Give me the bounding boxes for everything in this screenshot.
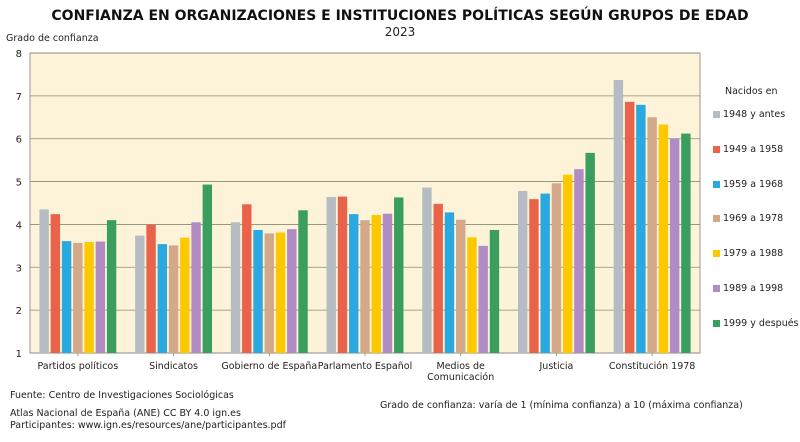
scale-note: Grado de confianza: varía de 1 (mínima c… <box>380 400 743 411</box>
x-tick-label: Comunicación <box>427 372 494 383</box>
legend-label: 1999 y después <box>723 317 799 329</box>
y-tick-label: 5 <box>16 178 22 189</box>
legend-item: 1969 a 1978 <box>713 213 783 224</box>
bar <box>574 169 584 353</box>
bar <box>489 230 500 353</box>
y-tick-label: 6 <box>16 135 22 146</box>
legend-item: 1949 a 1958 <box>713 144 783 155</box>
x-tick-label: Sindicatos <box>149 361 198 372</box>
legend-swatch <box>713 215 720 223</box>
legend-swatch <box>713 285 720 292</box>
bar <box>39 209 49 353</box>
bar <box>253 230 263 353</box>
legend-label: 1969 a 1978 <box>723 213 784 225</box>
bar <box>456 219 466 353</box>
x-tick-label: Partidos políticos <box>38 361 119 372</box>
x-tick-label: Gobierno de España <box>221 361 317 372</box>
bar <box>50 214 61 353</box>
legend-title: Nacidos en <box>725 86 778 97</box>
bar <box>613 80 624 353</box>
y-tick-label: 3 <box>16 263 22 274</box>
legend-swatch <box>713 145 720 153</box>
x-tick-label: Parlamento Español <box>318 361 412 372</box>
bar <box>61 241 72 353</box>
bar <box>95 241 106 353</box>
bar <box>191 222 201 353</box>
bar <box>168 245 179 353</box>
bar <box>624 101 635 353</box>
atlas-note: Atlas Nacional de España (ANE) CC BY 4.0… <box>10 408 241 419</box>
bar <box>562 174 573 353</box>
bar <box>287 229 297 353</box>
bar <box>349 214 359 353</box>
legend-swatch <box>713 319 720 327</box>
legend-item: 1948 y antes <box>713 109 785 120</box>
bar <box>230 222 241 353</box>
x-tick-label: Medios de <box>437 361 486 372</box>
source-note: Fuente: Centro de Investigaciones Sociol… <box>10 390 234 401</box>
bar <box>275 232 286 353</box>
bar <box>658 124 669 353</box>
x-tick-label: Justicia <box>539 361 574 372</box>
bar <box>264 233 274 353</box>
bar <box>647 117 657 354</box>
legend-label: 1949 a 1958 <box>723 143 784 155</box>
bar <box>444 212 455 353</box>
legend-swatch <box>713 111 720 118</box>
chart-subtitle: 2023 <box>384 25 416 39</box>
y-tick-label: 1 <box>16 349 22 360</box>
y-axis-label: Grado de confianza <box>6 33 99 44</box>
bar <box>371 215 381 353</box>
bar <box>422 187 432 353</box>
bar <box>202 184 213 353</box>
bar <box>433 203 443 353</box>
x-tick-label: Constitución 1978 <box>609 361 695 372</box>
bar <box>360 220 370 353</box>
bar <box>106 220 117 353</box>
legend-swatch <box>713 250 720 258</box>
bar <box>681 133 691 353</box>
bar <box>467 237 477 353</box>
legend-item: 1999 y después <box>713 318 799 329</box>
bar <box>540 193 550 353</box>
bar <box>135 235 145 353</box>
y-tick-label: 8 <box>16 49 22 60</box>
participants-note: Participantes: www.ign.es/resources/ane/… <box>10 420 286 431</box>
legend-item: 1989 a 1998 <box>713 283 783 294</box>
bar <box>146 224 156 353</box>
bar <box>84 242 94 353</box>
y-tick-label: 4 <box>16 220 22 231</box>
bar <box>326 197 336 353</box>
legend-label: 1959 a 1968 <box>723 178 784 190</box>
y-tick-label: 2 <box>16 306 22 317</box>
bar <box>636 104 646 353</box>
bar <box>73 242 83 353</box>
bar <box>337 196 348 353</box>
y-tick-label: 7 <box>16 92 22 103</box>
bar <box>517 191 528 353</box>
bar <box>180 237 190 353</box>
bar <box>298 210 308 353</box>
bar <box>242 204 252 353</box>
legend-swatch <box>713 180 720 188</box>
legend-label: 1948 y antes <box>723 109 786 120</box>
bar <box>478 245 488 353</box>
bar <box>585 152 595 353</box>
legend-item: 1979 a 1988 <box>713 248 783 259</box>
bar <box>394 197 404 353</box>
bar <box>551 183 562 353</box>
bar <box>669 138 680 353</box>
legend-label: 1989 a 1998 <box>723 283 784 294</box>
legend-item: 1959 a 1968 <box>713 179 783 190</box>
legend-label: 1979 a 1988 <box>723 248 784 260</box>
chart-title: CONFIANZA EN ORGANIZACIONES E INSTITUCIO… <box>51 8 749 24</box>
bar <box>529 199 539 353</box>
bar <box>157 244 168 353</box>
bar <box>382 213 393 353</box>
